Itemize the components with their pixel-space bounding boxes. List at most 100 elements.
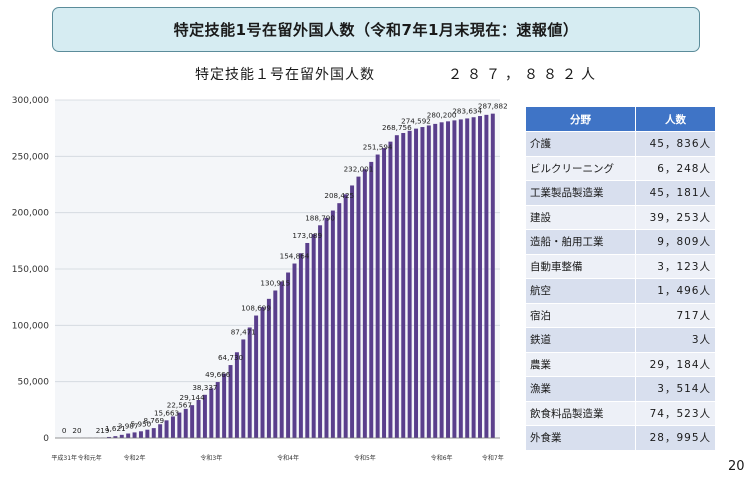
table-row: 介護 45，836人 bbox=[525, 131, 716, 157]
data-label: 108,699 bbox=[241, 304, 271, 313]
field-name: 宿泊 bbox=[525, 302, 636, 328]
table-row: 飲食料品製造業 74，523人 bbox=[525, 400, 716, 426]
bar bbox=[279, 281, 284, 438]
y-tick-label: 50,000 bbox=[18, 378, 50, 388]
page-title: 特定技能1号在留外国人数（令和7年1月末現在：速報値） bbox=[173, 21, 579, 39]
x-era-label: 令和3年 bbox=[200, 454, 222, 462]
bar bbox=[138, 431, 143, 438]
y-tick-label: 0 bbox=[43, 434, 49, 444]
field-count: 3人 bbox=[635, 327, 716, 353]
field-count: 74，523人 bbox=[635, 400, 716, 426]
bar bbox=[215, 382, 220, 438]
table-row: ビルクリーニング 6，248人 bbox=[525, 155, 716, 181]
data-label: 87,471 bbox=[231, 327, 256, 336]
field-count: 6，248人 bbox=[635, 155, 716, 181]
data-label: 154,864 bbox=[280, 252, 310, 261]
field-count: 717人 bbox=[635, 302, 716, 328]
field-name: 自動車整備 bbox=[525, 253, 636, 279]
data-label: 15,663 bbox=[154, 408, 179, 417]
bar bbox=[439, 122, 444, 439]
bar bbox=[292, 263, 297, 438]
y-tick-label: 150,000 bbox=[12, 265, 49, 275]
table-row: 宿泊 717人 bbox=[525, 302, 716, 328]
bar bbox=[222, 373, 227, 438]
chart-subtitle: 特定技能１号在留外国人数 bbox=[195, 67, 375, 83]
table-row: 漁業 3，514人 bbox=[525, 376, 716, 402]
bar bbox=[362, 169, 367, 438]
bar bbox=[247, 327, 252, 438]
field-name: 建設 bbox=[525, 204, 636, 230]
bar bbox=[420, 127, 425, 439]
bar bbox=[228, 365, 233, 438]
bar bbox=[350, 185, 355, 438]
bar bbox=[369, 161, 374, 438]
data-label: 232,001 bbox=[344, 165, 374, 174]
field-count: 1，496人 bbox=[635, 278, 716, 304]
data-label: 29,144 bbox=[180, 393, 206, 402]
data-label: 22,567 bbox=[167, 401, 192, 410]
field-name: 鉄道 bbox=[525, 327, 636, 353]
field-count: 39，253人 bbox=[635, 204, 716, 230]
bar bbox=[190, 405, 195, 438]
field-table: 分野 人数 介護 45，836人 ビルクリーニング 6，248人 工業製品製造業 45，1… bbox=[525, 106, 716, 451]
bar bbox=[318, 225, 323, 438]
field-name: 造船・舶用工業 bbox=[525, 229, 636, 255]
table-row: 航空 1，496人 bbox=[525, 278, 716, 304]
data-label: 274,592 bbox=[401, 117, 431, 126]
bar bbox=[465, 118, 470, 438]
data-label: 130,915 bbox=[260, 279, 290, 288]
data-label: 251,594 bbox=[363, 143, 393, 152]
x-era-label: 令和元年 bbox=[78, 454, 102, 462]
bar bbox=[375, 154, 380, 439]
data-label: 49,666 bbox=[205, 370, 231, 379]
bar bbox=[330, 210, 335, 438]
y-tick-label: 300,000 bbox=[12, 96, 49, 106]
bar bbox=[113, 436, 118, 438]
field-name: 介護 bbox=[525, 131, 636, 157]
bar bbox=[254, 315, 259, 438]
data-label: 1,621 bbox=[105, 424, 126, 433]
field-count: 45，836人 bbox=[635, 131, 716, 157]
data-label: 268,756 bbox=[382, 123, 412, 132]
field-name: ビルクリーニング bbox=[525, 155, 636, 181]
field-name: 農業 bbox=[525, 351, 636, 377]
x-era-label: 令和6年 bbox=[431, 454, 453, 462]
bar bbox=[209, 388, 214, 438]
bar bbox=[164, 420, 169, 438]
x-era-label: 平成31年 bbox=[51, 454, 77, 462]
data-label: 188,790 bbox=[305, 213, 335, 222]
bar bbox=[170, 416, 175, 438]
data-label: 219 bbox=[96, 426, 110, 435]
field-count: 29，184人 bbox=[635, 351, 716, 377]
data-label: 208,425 bbox=[324, 191, 354, 200]
bar bbox=[119, 434, 124, 438]
table-row: 農業 29，184人 bbox=[525, 351, 716, 377]
bar bbox=[241, 339, 246, 438]
bar bbox=[106, 436, 111, 438]
field-name: 航空 bbox=[525, 278, 636, 304]
bar bbox=[458, 119, 463, 439]
bar bbox=[337, 203, 342, 438]
field-breakdown-table: 分野 人数 介護 45，836人 ビルクリーニング 6，248人 工業製品製造業 45，1… bbox=[525, 106, 716, 451]
data-label: 64,730 bbox=[218, 353, 244, 362]
bar bbox=[305, 242, 310, 438]
bar bbox=[158, 424, 163, 438]
field-name: 工業製品製造業 bbox=[525, 180, 636, 206]
bar bbox=[478, 116, 482, 438]
y-tick-label: 100,000 bbox=[12, 321, 49, 331]
data-label: 280,200 bbox=[427, 110, 457, 119]
bar bbox=[273, 290, 278, 438]
header-field: 分野 bbox=[525, 106, 636, 132]
data-label: 287,882 bbox=[478, 102, 508, 111]
x-era-label: 令和2年 bbox=[124, 454, 146, 462]
bar bbox=[196, 399, 201, 438]
bar bbox=[452, 120, 457, 439]
bar bbox=[324, 217, 329, 438]
bar bbox=[407, 130, 412, 438]
page-number: 20 bbox=[728, 459, 745, 474]
field-count: 3，514人 bbox=[635, 376, 716, 402]
bar bbox=[356, 176, 361, 438]
table-row: 外食業 28，995人 bbox=[525, 425, 716, 451]
bar bbox=[234, 352, 239, 438]
bar bbox=[490, 113, 495, 438]
